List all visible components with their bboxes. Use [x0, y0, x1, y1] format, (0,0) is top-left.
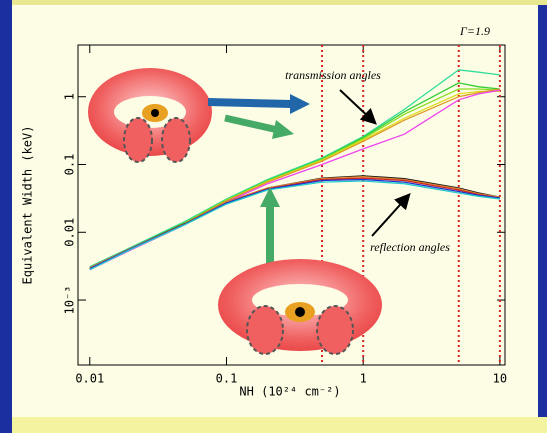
- x-tick-label: 1: [360, 372, 367, 386]
- page: Γ=1.9 transmission angles reflection ang…: [0, 0, 547, 433]
- x-tick-label: 0.1: [216, 372, 238, 386]
- x-tick-label: 10: [493, 372, 507, 386]
- annotation: transmission angles: [285, 68, 381, 82]
- x-tick-label: 0.01: [75, 372, 104, 386]
- top-border: [12, 0, 547, 5]
- annotation: reflection angles: [370, 240, 450, 254]
- chart: Γ=1.9 transmission angles reflection ang…: [0, 0, 547, 433]
- x-axis-label: NH (10²⁴ cm⁻²): [239, 385, 340, 399]
- y-tick-label: 0.01: [63, 218, 77, 247]
- y-tick-label: 1: [63, 93, 77, 100]
- y-axis-label: Equivalent Width (keV): [21, 126, 35, 285]
- y-tick-label: 0.1: [63, 154, 77, 176]
- gamma-label: Γ=1.9: [459, 24, 490, 38]
- arrow: [208, 102, 292, 104]
- bottom-border: [12, 417, 547, 433]
- y-tick-label: 10⁻³: [63, 286, 77, 315]
